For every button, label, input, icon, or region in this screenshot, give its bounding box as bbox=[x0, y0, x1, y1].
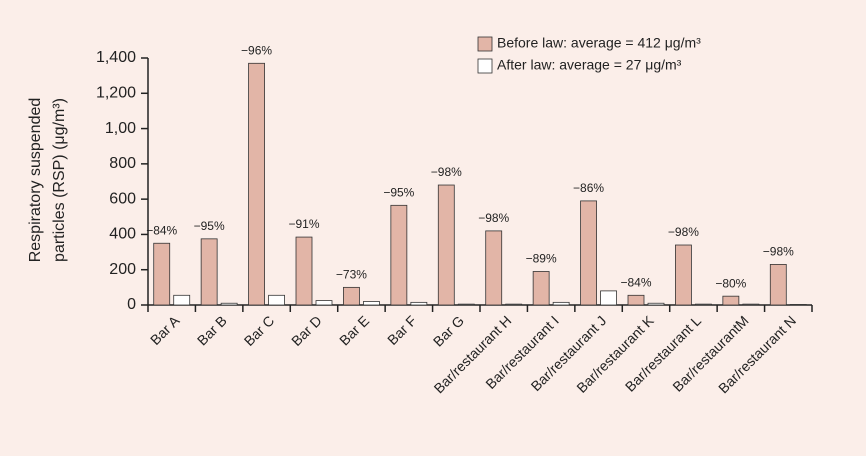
bar bbox=[505, 303, 523, 306]
y-tick-label: 200 bbox=[109, 261, 136, 278]
legend-swatch bbox=[477, 58, 493, 74]
y-tick-label: 0 bbox=[127, 296, 136, 313]
annotation: −91% bbox=[288, 217, 319, 231]
bar bbox=[580, 200, 597, 306]
x-tick-label: Bar F bbox=[384, 312, 420, 348]
annotation: −98% bbox=[431, 165, 462, 179]
annotation: −98% bbox=[763, 245, 794, 259]
bar bbox=[742, 303, 760, 306]
legend-label: Before law: average = 412 μg/m³ bbox=[497, 35, 701, 51]
bar bbox=[390, 204, 408, 306]
legend-swatch bbox=[477, 36, 493, 52]
annotation: −84% bbox=[620, 275, 651, 289]
y-axis-label: particles (RSP) (μg/m³) bbox=[51, 98, 68, 262]
bar bbox=[647, 302, 665, 306]
y-tick-label: 1,00 bbox=[105, 120, 136, 137]
bar bbox=[789, 304, 807, 306]
annotation: −80% bbox=[715, 276, 746, 290]
bar bbox=[552, 301, 570, 306]
x-tick-label: Bar B bbox=[194, 312, 230, 348]
legend-label: After law: average = 27 μg/m³ bbox=[497, 57, 682, 73]
bar bbox=[695, 303, 712, 306]
y-tick-label: 1,400 bbox=[96, 49, 136, 66]
bar bbox=[268, 294, 285, 306]
y-axis-label: Respiratory suspended bbox=[27, 98, 44, 263]
bar bbox=[173, 294, 191, 306]
x-tick-label: Bar E bbox=[336, 312, 372, 348]
x-tick-label: Bar G bbox=[430, 312, 467, 349]
bar bbox=[675, 244, 692, 306]
bar bbox=[485, 230, 503, 306]
y-tick-label: 400 bbox=[109, 226, 136, 243]
bar bbox=[200, 238, 218, 306]
bar bbox=[457, 303, 475, 306]
bar bbox=[248, 62, 265, 306]
annotation: −98% bbox=[478, 211, 509, 225]
bar bbox=[410, 301, 428, 306]
annotation: −95% bbox=[383, 185, 414, 199]
bar bbox=[722, 295, 740, 306]
annotation: −73% bbox=[336, 268, 367, 282]
bar bbox=[532, 271, 550, 306]
x-tick-label: Bar C bbox=[241, 312, 278, 349]
y-tick-label: 800 bbox=[109, 155, 136, 172]
bar bbox=[295, 236, 313, 306]
bar bbox=[600, 290, 617, 306]
bar bbox=[343, 286, 360, 306]
bar bbox=[769, 264, 787, 306]
bar bbox=[627, 294, 645, 306]
bar bbox=[315, 300, 333, 306]
annotation: −86% bbox=[573, 181, 604, 195]
annotation: −95% bbox=[194, 219, 225, 233]
bar bbox=[437, 184, 455, 306]
annotation: −98% bbox=[668, 225, 699, 239]
x-tick-label: Bar D bbox=[288, 312, 325, 349]
bar bbox=[153, 242, 171, 306]
bar bbox=[363, 301, 380, 306]
annotation: −84% bbox=[146, 223, 177, 237]
annotation: −89% bbox=[526, 252, 557, 266]
annotation: −96% bbox=[241, 43, 272, 57]
y-tick-label: 600 bbox=[109, 190, 136, 207]
bar bbox=[220, 302, 238, 306]
y-tick-label: 1,200 bbox=[96, 85, 136, 102]
x-tick-label: Bar A bbox=[147, 312, 183, 348]
